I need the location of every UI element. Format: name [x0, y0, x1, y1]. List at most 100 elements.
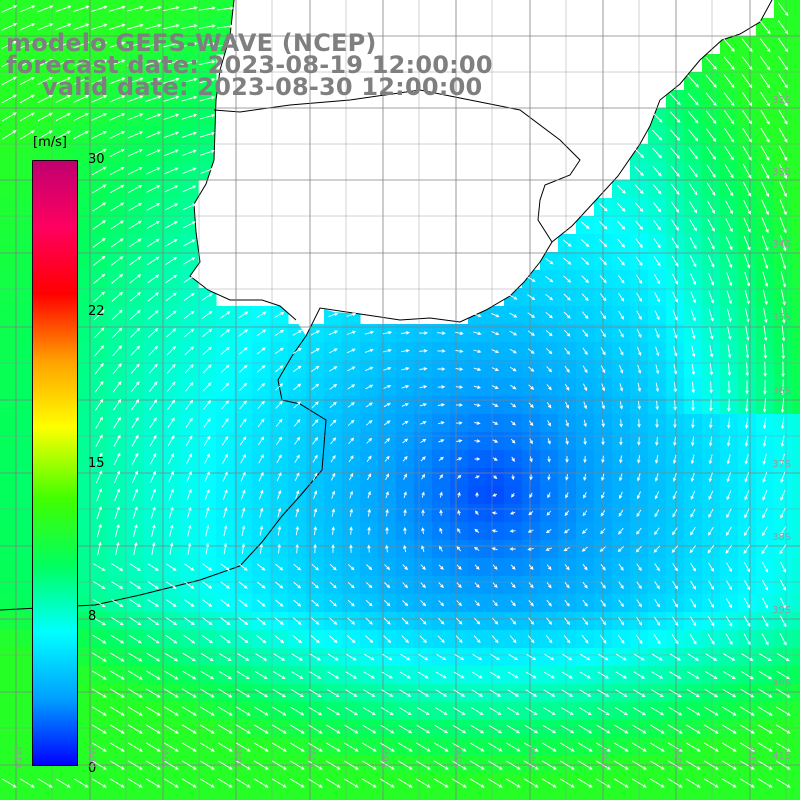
wind-arrow	[582, 564, 588, 571]
wind-arrow	[721, 778, 737, 788]
wind-arrow	[109, 724, 125, 734]
wind-cell	[198, 792, 217, 800]
wind-arrow	[705, 56, 717, 70]
wind-arrow	[96, 505, 102, 520]
wind-arrow	[761, 217, 769, 234]
wind-arrow	[600, 528, 606, 535]
wind-arrow	[293, 365, 302, 373]
wind-arrow	[725, 615, 733, 627]
wind-arrow	[199, 131, 215, 138]
wind-arrow	[238, 347, 248, 355]
wind-arrow	[1, 41, 18, 49]
wind-arrow	[690, 273, 697, 286]
wind-arrow	[654, 599, 660, 608]
wind-arrow	[745, 362, 750, 377]
wind-arrow	[290, 706, 305, 716]
wind-arrow	[545, 275, 554, 283]
wind-arrow	[671, 255, 679, 267]
wind-arrow	[723, 56, 735, 70]
wind-arrow	[490, 654, 501, 661]
wind-arrow	[781, 379, 785, 396]
wind-arrow	[708, 526, 714, 536]
wind-arrow	[145, 706, 161, 716]
wind-arrow	[451, 760, 467, 770]
wind-arrow	[238, 329, 249, 337]
wind-arrow	[19, 94, 35, 104]
wind-arrow	[435, 689, 448, 697]
wind-arrow	[673, 418, 677, 429]
wind-arrow	[672, 563, 678, 572]
wind-arrow	[163, 131, 180, 139]
wind-arrow	[475, 491, 479, 498]
wind-arrow	[367, 508, 371, 517]
wind-arrow	[578, 724, 593, 734]
wind-arrow	[383, 384, 392, 389]
wind-arrow	[667, 742, 683, 752]
wind-arrow	[421, 509, 425, 516]
wind-arrow	[690, 598, 697, 608]
wind-arrow	[726, 598, 733, 609]
wind-arrow	[361, 760, 377, 770]
wind-arrow	[327, 671, 340, 679]
wind-arrow	[184, 581, 195, 589]
wind-arrow	[722, 688, 737, 698]
wind-arrow	[168, 470, 174, 483]
wind-arrow	[127, 670, 143, 680]
wind-arrow	[669, 93, 681, 106]
wind-arrow	[199, 78, 216, 84]
wind-arrow	[145, 688, 161, 698]
wind-arrow	[187, 542, 192, 555]
wind-cell	[738, 792, 757, 800]
wind-arrow	[636, 527, 642, 535]
wind-arrow	[421, 473, 426, 480]
wind-arrow	[634, 184, 644, 195]
wind-arrow	[346, 635, 356, 644]
wind-arrow	[739, 724, 755, 734]
wind-arrow	[183, 257, 196, 265]
wind-arrow	[364, 348, 374, 353]
wind-arrow	[181, 688, 197, 698]
wind-arrow	[632, 724, 647, 734]
wind-arrow	[742, 145, 752, 161]
wind-cell	[792, 324, 800, 343]
wind-arrow	[111, 309, 123, 321]
wind-arrow	[310, 330, 321, 336]
wind-arrow	[631, 778, 647, 788]
wind-arrow	[673, 436, 677, 447]
wind-arrow	[365, 384, 374, 390]
wind-arrow	[129, 274, 142, 284]
wind-arrow	[129, 309, 141, 320]
wind-arrow	[241, 507, 246, 518]
wind-arrow	[223, 542, 228, 555]
wind-arrow	[524, 724, 539, 734]
wind-cell	[0, 792, 19, 800]
wind-arrow	[780, 417, 785, 430]
wind-arrow	[185, 417, 193, 428]
wind-arrow	[654, 491, 660, 500]
wind-arrow	[726, 418, 731, 429]
wind-arrow	[19, 76, 35, 86]
wind-arrow	[129, 581, 142, 589]
wind-arrow	[672, 454, 677, 465]
wind-arrow	[456, 582, 462, 589]
wind-arrow	[491, 547, 498, 551]
wind-arrow	[721, 742, 737, 752]
wind-arrow	[778, 56, 789, 71]
wind-arrow	[669, 671, 682, 679]
wind-arrow	[583, 401, 588, 410]
wind-arrow	[761, 199, 769, 216]
wind-arrow	[778, 91, 788, 107]
wind-arrow	[509, 348, 517, 354]
wind-arrow	[725, 254, 733, 269]
wind-arrow	[380, 724, 395, 734]
wind-arrow	[669, 111, 681, 124]
wind-arrow	[688, 147, 698, 160]
wind-arrow	[241, 525, 246, 536]
wind-arrow	[310, 348, 320, 354]
wind-arrow	[474, 421, 481, 425]
wind-arrow	[474, 475, 480, 479]
wind-arrow	[129, 616, 142, 626]
wind-arrow	[55, 59, 72, 67]
wind-arrow	[546, 564, 552, 571]
wind-arrow	[419, 349, 428, 353]
